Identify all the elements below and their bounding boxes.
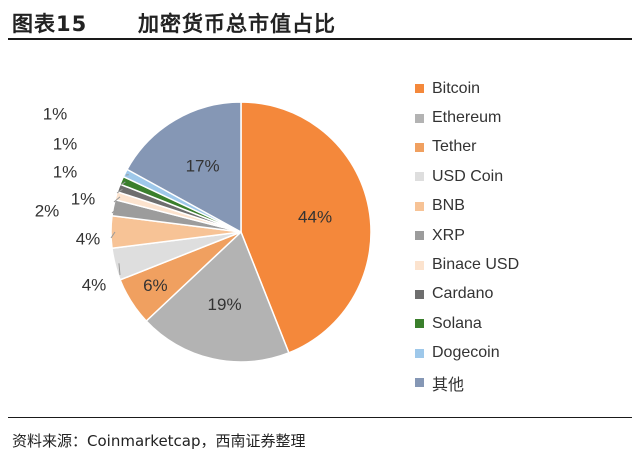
data-label-bitcoin: 44% (298, 207, 332, 226)
legend-label: Tether (432, 138, 476, 156)
legend-label: 其他 (432, 371, 464, 395)
legend-swatch (415, 261, 424, 270)
legend-label: Dogecoin (432, 344, 500, 362)
data-label-tether: 6% (143, 276, 168, 295)
legend-swatch (415, 114, 424, 123)
legend-label: Binace USD (432, 256, 519, 274)
data-label-cardano: 1% (53, 162, 78, 181)
data-label-ethereum: 19% (208, 295, 242, 314)
legend-item-other: 其他 (415, 368, 625, 397)
legend-swatch (415, 290, 424, 299)
data-label-other: 17% (186, 157, 220, 176)
legend-item-usd-coin: USD Coin (415, 162, 625, 191)
legend-item-tether: Tether (415, 133, 625, 162)
legend-label: BNB (432, 197, 465, 215)
legend-item-ethereum: Ethereum (415, 103, 625, 132)
legend-item-cardano: Cardano (415, 280, 625, 309)
legend-label: Bitcoin (432, 80, 480, 98)
legend-swatch (415, 319, 424, 328)
legend-item-solana: Solana (415, 309, 625, 338)
legend-item-bnb: BNB (415, 192, 625, 221)
legend-label: XRP (432, 227, 465, 245)
legend-swatch (415, 143, 424, 152)
data-label-solana: 1% (53, 134, 78, 153)
legend-swatch (415, 172, 424, 181)
legend-item-bitcoin: Bitcoin (415, 74, 625, 103)
data-label-bnb: 4% (76, 229, 101, 248)
footer-rule (8, 417, 632, 418)
chart-legend: Bitcoin Ethereum Tether USD Coin BNB XRP Binac… (415, 74, 625, 397)
legend-swatch (415, 84, 424, 93)
legend-swatch (415, 202, 424, 211)
legend-item-dogecoin: Dogecoin (415, 339, 625, 368)
data-label-xrp: 2% (35, 201, 60, 220)
legend-item-binace-usd: Binace USD (415, 250, 625, 279)
legend-label: Cardano (432, 285, 493, 303)
data-label-binace-usd: 1% (71, 189, 96, 208)
legend-label: Solana (432, 315, 482, 333)
legend-swatch (415, 378, 424, 387)
legend-item-xrp: XRP (415, 221, 625, 250)
data-label-usd-coin: 4% (82, 275, 107, 294)
legend-swatch (415, 349, 424, 358)
data-label-dogecoin: 1% (43, 104, 68, 123)
legend-label: USD Coin (432, 168, 503, 186)
legend-label: Ethereum (432, 109, 501, 127)
legend-swatch (415, 231, 424, 240)
